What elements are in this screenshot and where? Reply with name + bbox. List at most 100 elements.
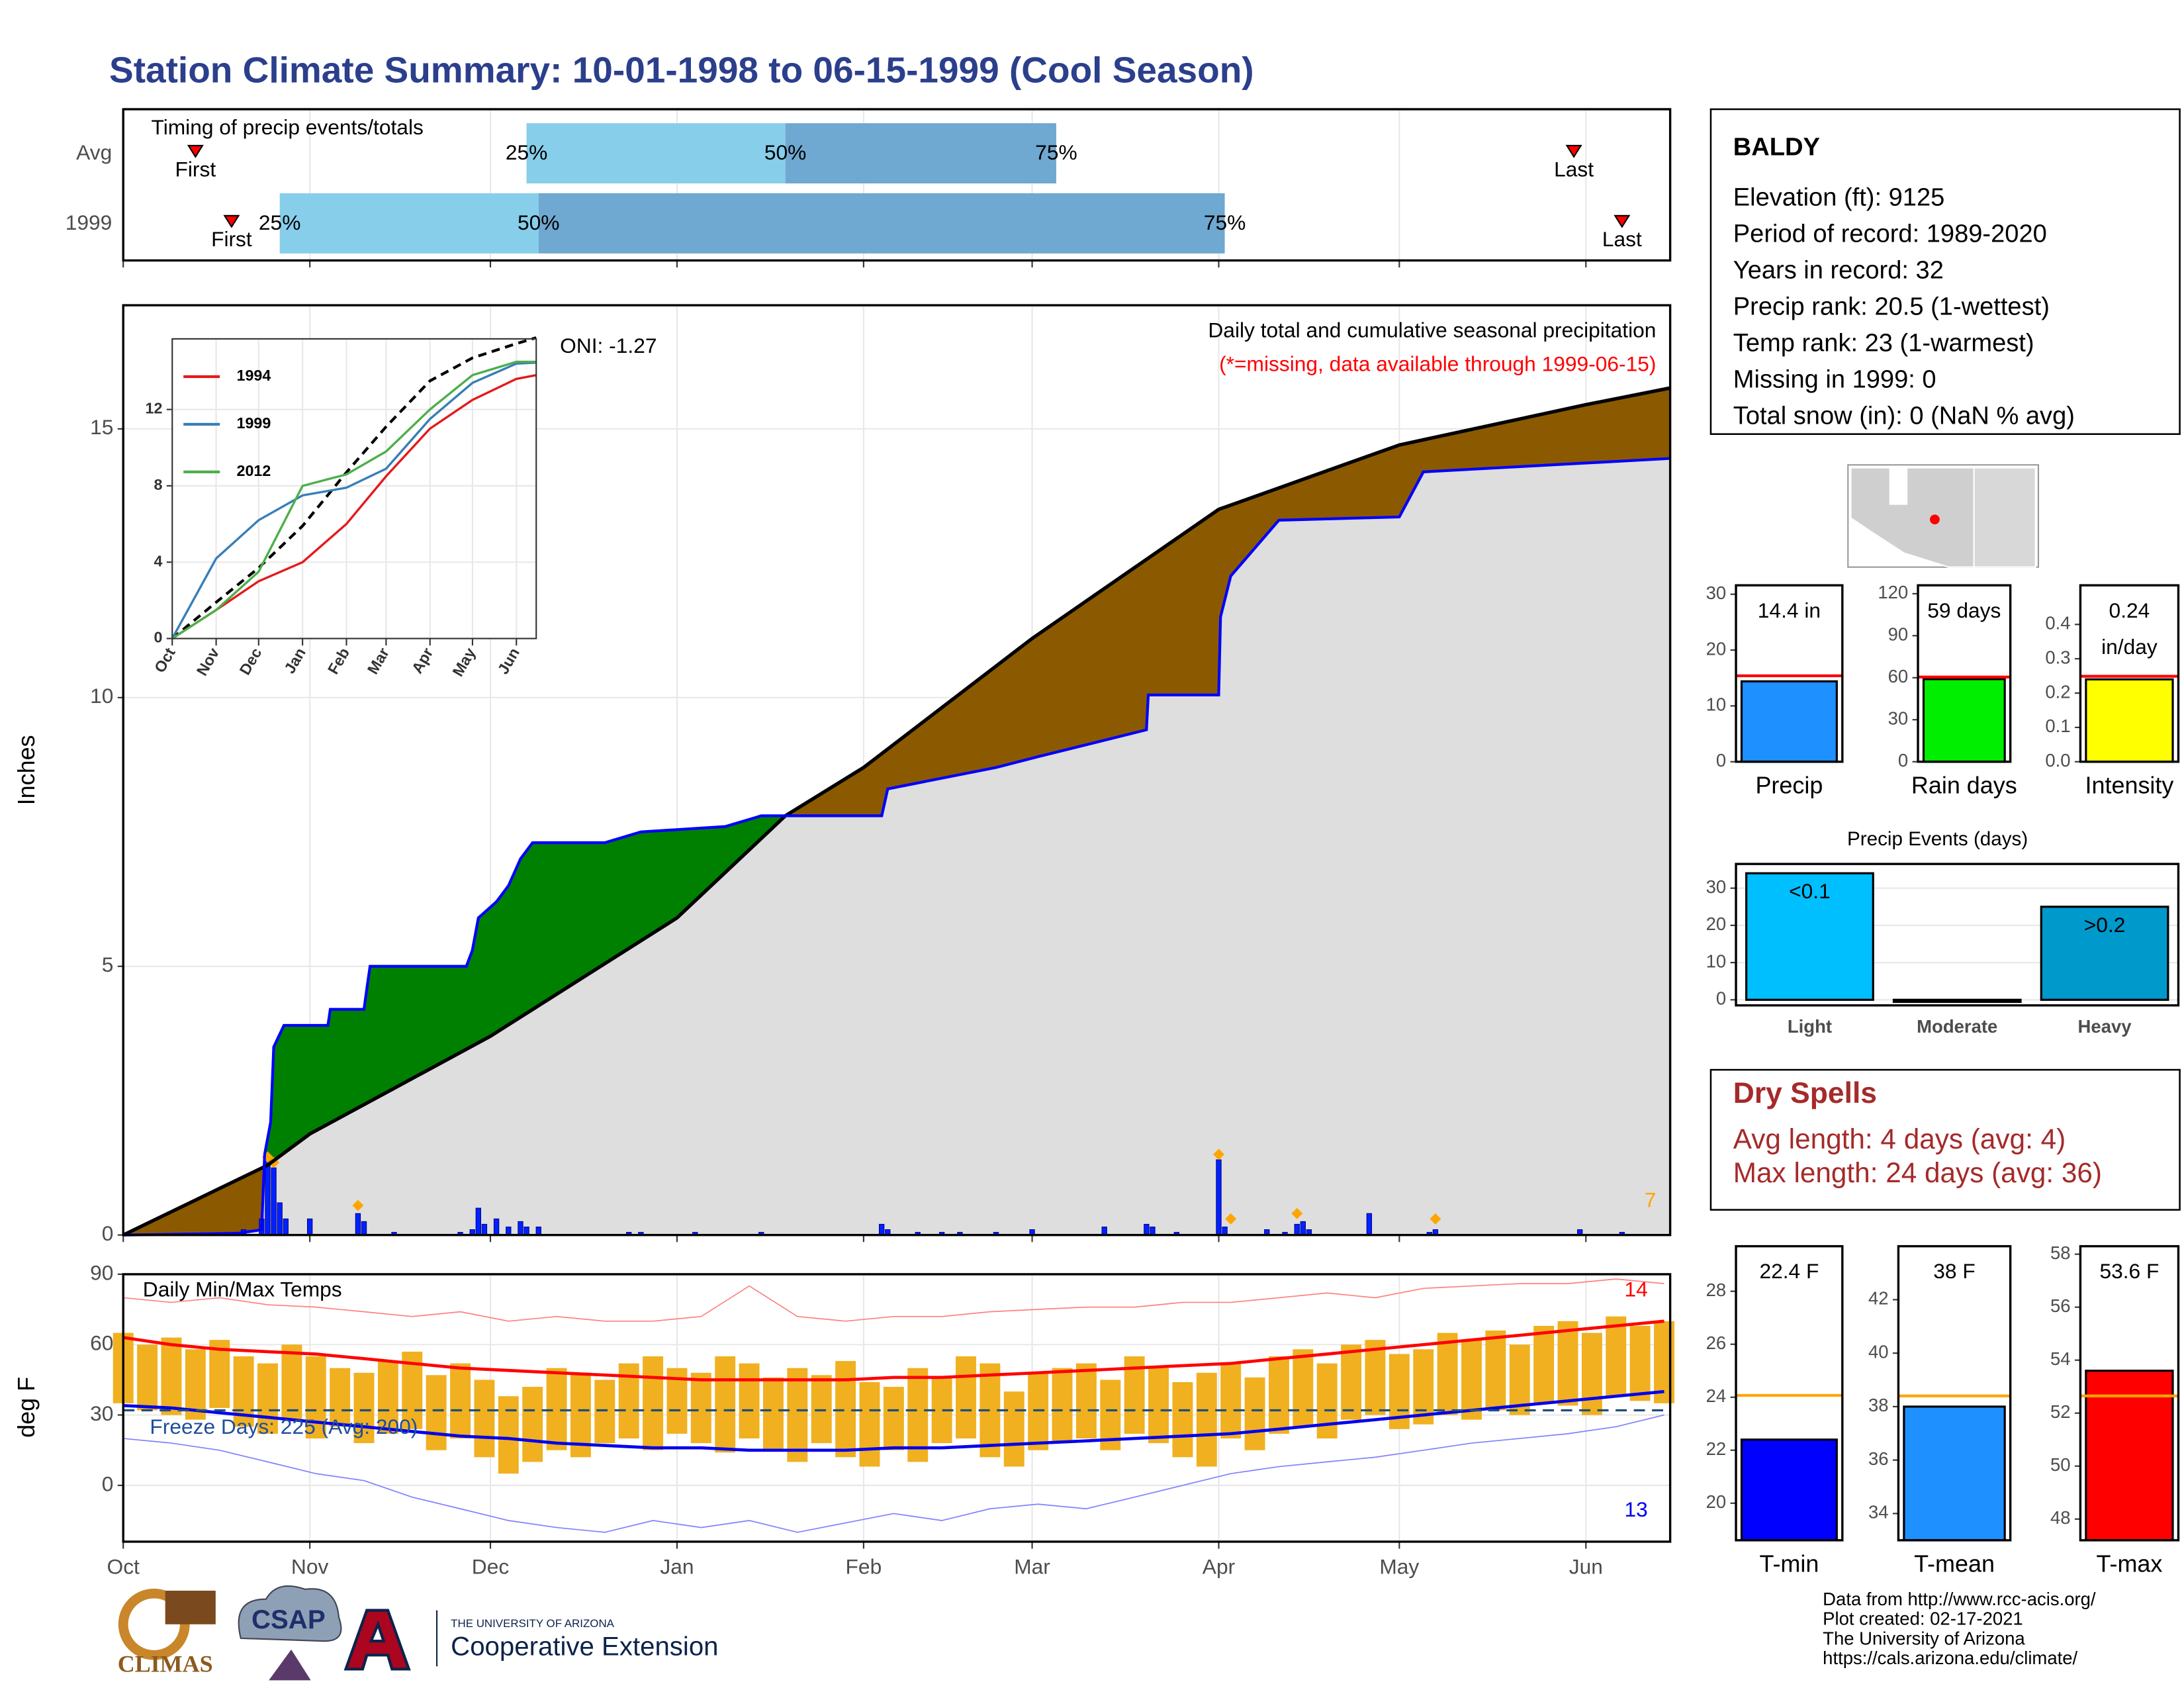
category-label: Light: [1788, 1016, 1832, 1037]
daily-range-bar: [643, 1356, 664, 1450]
freeze-days: Freeze Days: 225 (Avg: 200): [150, 1415, 418, 1438]
daily-precip-bar: [1150, 1226, 1156, 1236]
precip-title: Daily total and cumulative seasonal prec…: [1208, 318, 1656, 342]
x-tick-label: May: [1379, 1555, 1419, 1579]
quartile-bar: [279, 193, 539, 254]
y-tick-label: 0: [102, 1472, 114, 1495]
quantile-label: 50%: [764, 140, 806, 164]
daily-range-bar: [594, 1380, 615, 1444]
daily-range-bar: [907, 1368, 929, 1462]
csap-text: CSAP: [251, 1605, 326, 1634]
y-tick-label: 42: [1868, 1288, 1889, 1309]
value-label: 53.6 F: [2099, 1259, 2159, 1283]
daily-range-bar: [209, 1340, 230, 1408]
average-line: [171, 336, 537, 640]
y-tick-label: 28: [1706, 1280, 1727, 1300]
daily-range-bar: [1341, 1344, 1362, 1420]
daily-range-bar: [1581, 1333, 1602, 1415]
shared-area: [123, 458, 1670, 1235]
record-marker: [1225, 1213, 1237, 1225]
category-label: T-mean: [1914, 1550, 1995, 1577]
y-tick-label: 20: [1706, 1491, 1727, 1512]
marker-label: First: [175, 157, 216, 181]
y-tick-label: 30: [1706, 876, 1727, 897]
x-tick-label: Jan: [660, 1555, 694, 1579]
footer-line: Plot created: 02-17-2021: [1823, 1609, 2023, 1629]
plot-frame: [2079, 584, 2180, 763]
marker-label: First: [211, 227, 252, 251]
row-label: 1999: [66, 211, 113, 234]
daily-range-bar: [690, 1372, 711, 1444]
plot-frame: [171, 338, 537, 639]
daily-range-bar: [498, 1396, 519, 1474]
bar: [2085, 678, 2174, 763]
y-tick-label: 0.2: [2045, 681, 2070, 702]
y-tick-label: 0: [1898, 750, 1908, 771]
y-tick-label: 50: [2050, 1454, 2071, 1475]
marker-label: Last: [1554, 157, 1594, 181]
daily-range-bar: [1028, 1372, 1049, 1450]
page-title: Station Climate Summary: 10-01-1998 to 0…: [109, 50, 1254, 91]
daily-range-bar: [1437, 1333, 1458, 1415]
daily-range-bar: [1244, 1377, 1265, 1450]
daily-range-bar: [1509, 1344, 1530, 1415]
csap-mountain: [269, 1649, 311, 1681]
average-cumulative-line: [122, 386, 1671, 1237]
value-label: 59 days: [1927, 598, 2001, 622]
daily-range-bar: [763, 1377, 784, 1450]
daily-precip-bar: [355, 1213, 361, 1236]
x-tick-label: Jun: [1569, 1555, 1603, 1579]
station-line: Period of record: 1989-2020: [1733, 220, 2047, 248]
y-tick-label: 0.4: [2045, 613, 2070, 633]
oni: ONI: -1.27: [560, 334, 657, 357]
daily-range-bar: [377, 1361, 398, 1434]
y-tick-label: 54: [2050, 1348, 2071, 1369]
climas-text: CLIMAS: [118, 1650, 213, 1677]
quantile-label: 75%: [1204, 211, 1246, 234]
daily-range-bar: [474, 1380, 495, 1458]
daily-range-bar: [715, 1356, 736, 1453]
y-tick-label: 30: [1888, 708, 1909, 729]
daily-precip-bar: [265, 1159, 271, 1236]
y-axis-label: Inches: [13, 735, 40, 805]
daily-range-bar: [281, 1344, 302, 1420]
category-label: Intensity: [2085, 771, 2173, 798]
y-tick-label: 20: [1706, 914, 1727, 934]
value-label: in/day: [2101, 635, 2158, 659]
plot-frame: [122, 1273, 1672, 1543]
plot-frame: [1735, 863, 2180, 1007]
plot-frame: [1735, 1244, 1844, 1542]
y-tick-label: 22: [1706, 1438, 1727, 1459]
category-label: Rain days: [1911, 771, 2017, 798]
low-count: 13: [1624, 1497, 1647, 1521]
bar: [1740, 680, 1838, 763]
y-tick-label: 40: [1868, 1341, 1889, 1362]
y-tick-label: 5: [102, 953, 114, 976]
cumulative-line: [123, 457, 1670, 1237]
ua-text: THE UNIVERSITY OF ARIZONA: [451, 1617, 614, 1630]
legend-label: 1994: [237, 367, 271, 384]
daily-range-bar: [1172, 1382, 1193, 1458]
series-line: [171, 361, 537, 639]
footer-line: https://cals.arizona.edu/climate/: [1823, 1648, 2077, 1668]
marker-label: Last: [1602, 227, 1642, 251]
daily-precip-bar: [283, 1218, 289, 1236]
series-line: [171, 360, 537, 639]
y-tick-label: 48: [2050, 1507, 2071, 1528]
y-tick-label: 10: [1706, 951, 1727, 971]
daily-range-bar: [1220, 1363, 1242, 1439]
legend-label: 2012: [237, 462, 271, 479]
daily-precip-bar: [1300, 1221, 1306, 1236]
bar: [1892, 998, 2022, 1004]
event-marker: [223, 214, 240, 228]
daily-range-bar: [859, 1382, 880, 1467]
x-tick-label: Feb: [846, 1555, 882, 1579]
dry-spells-title: Dry Spells: [1733, 1077, 1877, 1109]
y-tick-label: 0.3: [2045, 647, 2070, 667]
station-name: BALDY: [1733, 133, 1820, 161]
x-tick-label: Oct: [107, 1555, 140, 1579]
ce-text: Cooperative Extension: [451, 1631, 718, 1661]
dry-spell-line: Max length: 24 days (avg: 36): [1733, 1157, 2102, 1188]
value-label: 14.4 in: [1758, 598, 1821, 622]
